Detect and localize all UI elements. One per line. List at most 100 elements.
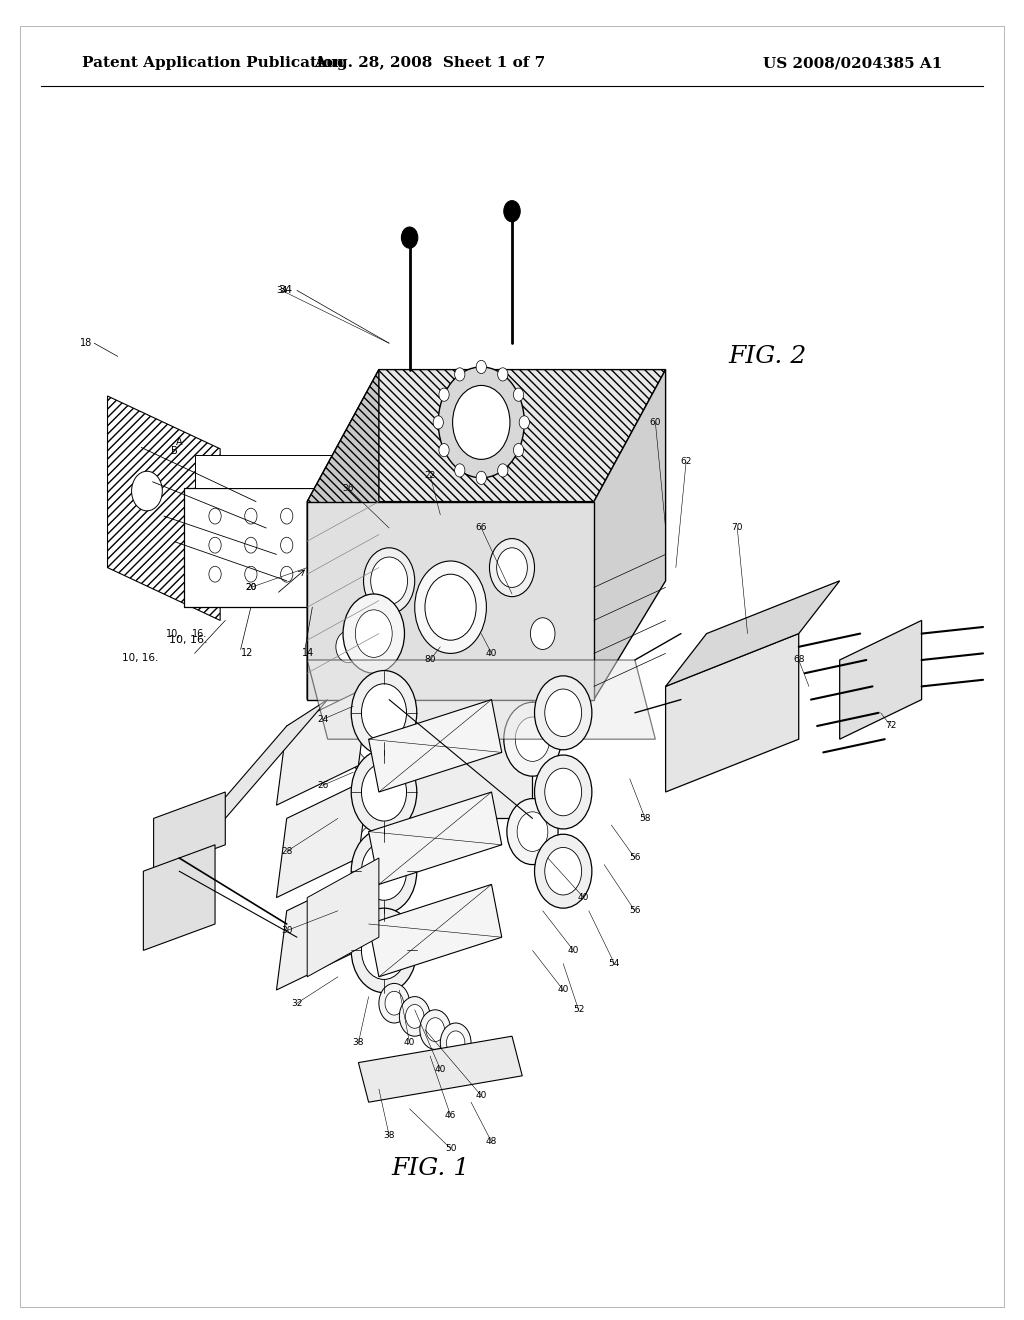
Circle shape [364, 548, 415, 614]
Bar [195, 455, 358, 488]
Circle shape [438, 367, 524, 478]
Circle shape [425, 574, 476, 640]
Circle shape [453, 385, 510, 459]
Circle shape [209, 537, 221, 553]
Polygon shape [369, 700, 502, 792]
Circle shape [316, 508, 329, 524]
Circle shape [371, 557, 408, 605]
Circle shape [545, 768, 582, 816]
Polygon shape [307, 370, 666, 502]
Text: 34: 34 [278, 285, 292, 296]
Text: 38: 38 [383, 1131, 395, 1139]
Polygon shape [369, 884, 502, 977]
Text: 48: 48 [485, 1138, 498, 1146]
Circle shape [343, 594, 404, 673]
Circle shape [318, 467, 335, 488]
Text: 28: 28 [281, 847, 293, 855]
Text: 24: 24 [317, 715, 328, 723]
Polygon shape [143, 845, 215, 950]
Circle shape [245, 566, 257, 582]
Polygon shape [307, 370, 379, 700]
Text: 54: 54 [608, 960, 621, 968]
Polygon shape [108, 396, 220, 620]
Circle shape [361, 684, 407, 742]
Circle shape [406, 1005, 424, 1028]
Circle shape [358, 825, 389, 865]
Text: 18: 18 [80, 338, 92, 348]
Polygon shape [389, 700, 532, 818]
Circle shape [433, 416, 443, 429]
Text: 12: 12 [241, 648, 253, 659]
Polygon shape [358, 1036, 522, 1102]
Circle shape [316, 566, 329, 582]
Polygon shape [184, 700, 328, 845]
Text: 26: 26 [316, 781, 329, 789]
Circle shape [535, 834, 592, 908]
Circle shape [356, 717, 391, 762]
Text: 22: 22 [425, 471, 435, 479]
Polygon shape [840, 620, 922, 739]
Circle shape [513, 388, 523, 401]
Circle shape [336, 631, 360, 663]
Text: 20: 20 [245, 583, 257, 591]
Circle shape [476, 471, 486, 484]
Text: FIG. 1: FIG. 1 [391, 1156, 469, 1180]
Circle shape [476, 360, 486, 374]
Text: 32: 32 [291, 999, 303, 1007]
Polygon shape [307, 858, 379, 977]
Polygon shape [369, 792, 502, 884]
Text: 72: 72 [885, 722, 897, 730]
Circle shape [535, 755, 592, 829]
Text: 36: 36 [342, 484, 354, 492]
Text: 40: 40 [567, 946, 580, 954]
Circle shape [507, 799, 558, 865]
Circle shape [446, 1031, 465, 1055]
Circle shape [351, 908, 417, 993]
Circle shape [209, 508, 221, 524]
Text: 20: 20 [245, 583, 257, 591]
Circle shape [399, 997, 430, 1036]
Circle shape [316, 537, 329, 553]
Text: FIG. 2: FIG. 2 [729, 345, 807, 368]
Circle shape [504, 702, 561, 776]
Circle shape [415, 561, 486, 653]
Circle shape [351, 829, 417, 913]
Circle shape [455, 463, 465, 477]
Circle shape [519, 416, 529, 429]
Circle shape [281, 566, 293, 582]
Polygon shape [276, 779, 369, 898]
Text: 58: 58 [639, 814, 651, 822]
Polygon shape [307, 660, 655, 739]
Polygon shape [154, 792, 225, 871]
Circle shape [535, 676, 592, 750]
Polygon shape [307, 502, 594, 700]
Polygon shape [666, 581, 840, 686]
Circle shape [280, 467, 296, 488]
Circle shape [361, 763, 407, 821]
Circle shape [530, 618, 555, 649]
Circle shape [345, 702, 402, 776]
Text: 56: 56 [629, 907, 641, 915]
Circle shape [439, 444, 450, 457]
Text: US 2008/0204385 A1: US 2008/0204385 A1 [763, 57, 942, 70]
Text: 14: 14 [302, 648, 314, 659]
Text: 40: 40 [434, 1065, 446, 1073]
Circle shape [355, 610, 392, 657]
Circle shape [498, 463, 508, 477]
Text: 16.: 16. [193, 628, 207, 639]
Circle shape [455, 368, 465, 381]
Text: 66: 66 [475, 524, 487, 532]
Circle shape [209, 566, 221, 582]
Circle shape [131, 471, 162, 511]
Polygon shape [666, 634, 799, 792]
Text: B: B [171, 446, 177, 457]
Circle shape [513, 444, 523, 457]
Circle shape [241, 467, 257, 488]
Circle shape [281, 537, 293, 553]
Circle shape [351, 671, 417, 755]
Text: 10,: 10, [166, 628, 182, 639]
Circle shape [361, 921, 407, 979]
Text: 68: 68 [793, 656, 805, 664]
Polygon shape [276, 686, 369, 805]
Circle shape [439, 388, 450, 401]
